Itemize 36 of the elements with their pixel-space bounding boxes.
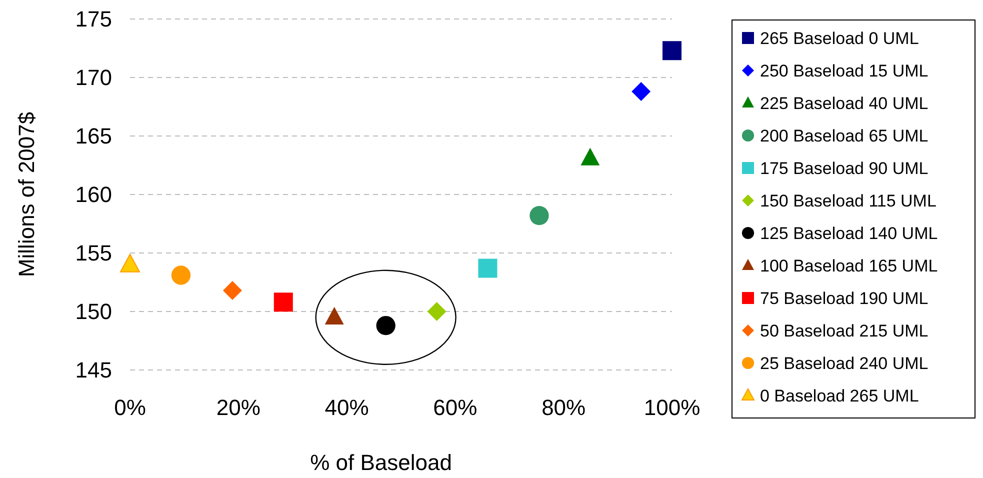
legend-label: 225 Baseload 40 UML bbox=[760, 94, 928, 113]
point bbox=[632, 82, 651, 102]
point bbox=[222, 280, 242, 300]
legend-label: 125 Baseload 140 UML bbox=[760, 224, 938, 243]
x-tick-label: 100% bbox=[644, 395, 700, 420]
y-tick-label: 145 bbox=[75, 358, 112, 383]
legend-label: 0 Baseload 265 UML bbox=[760, 386, 919, 406]
point bbox=[427, 302, 446, 321]
x-axis-title: % of Baseload bbox=[310, 450, 452, 475]
legend-label: 265 Baseload 0 UML bbox=[760, 28, 919, 48]
x-tick-label: 80% bbox=[542, 395, 586, 420]
y-tick-label: 155 bbox=[75, 240, 112, 266]
x-tick-label: 0% bbox=[114, 395, 146, 420]
legend-label: 150 Baseload 115 UML bbox=[760, 191, 936, 210]
point bbox=[478, 258, 498, 278]
point bbox=[274, 292, 293, 312]
legend-label: 250 Baseload 15 UML bbox=[760, 61, 928, 80]
y-tick-label: 160 bbox=[75, 182, 112, 208]
point bbox=[376, 316, 396, 336]
y-tick-label: 150 bbox=[75, 299, 112, 324]
legend-label: 175 Baseload 90 UML bbox=[760, 158, 928, 178]
y-tick-label: 170 bbox=[75, 65, 112, 90]
point bbox=[530, 206, 549, 226]
legend-label: 50 Baseload 215 UML bbox=[760, 321, 928, 340]
legend-label: 200 Baseload 65 UML bbox=[760, 126, 928, 146]
y-tick-label: 175 bbox=[75, 6, 112, 32]
x-tick-label: 60% bbox=[433, 395, 478, 420]
legend-label: 75 Baseload 190 UML bbox=[760, 288, 928, 308]
point bbox=[662, 41, 682, 60]
x-tick-label: 40% bbox=[324, 395, 369, 420]
legend-label: 100 Baseload 165 UML bbox=[760, 256, 938, 276]
x-tick-label: 20% bbox=[216, 395, 260, 420]
point bbox=[171, 266, 191, 285]
y-axis-title: Millions of 2007$ bbox=[14, 112, 39, 278]
legend-label: 25 Baseload 240 UML bbox=[760, 354, 928, 373]
y-tick-label: 165 bbox=[75, 124, 112, 149]
